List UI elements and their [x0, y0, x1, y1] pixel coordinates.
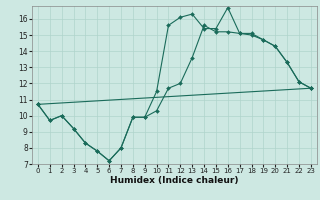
X-axis label: Humidex (Indice chaleur): Humidex (Indice chaleur): [110, 176, 239, 185]
